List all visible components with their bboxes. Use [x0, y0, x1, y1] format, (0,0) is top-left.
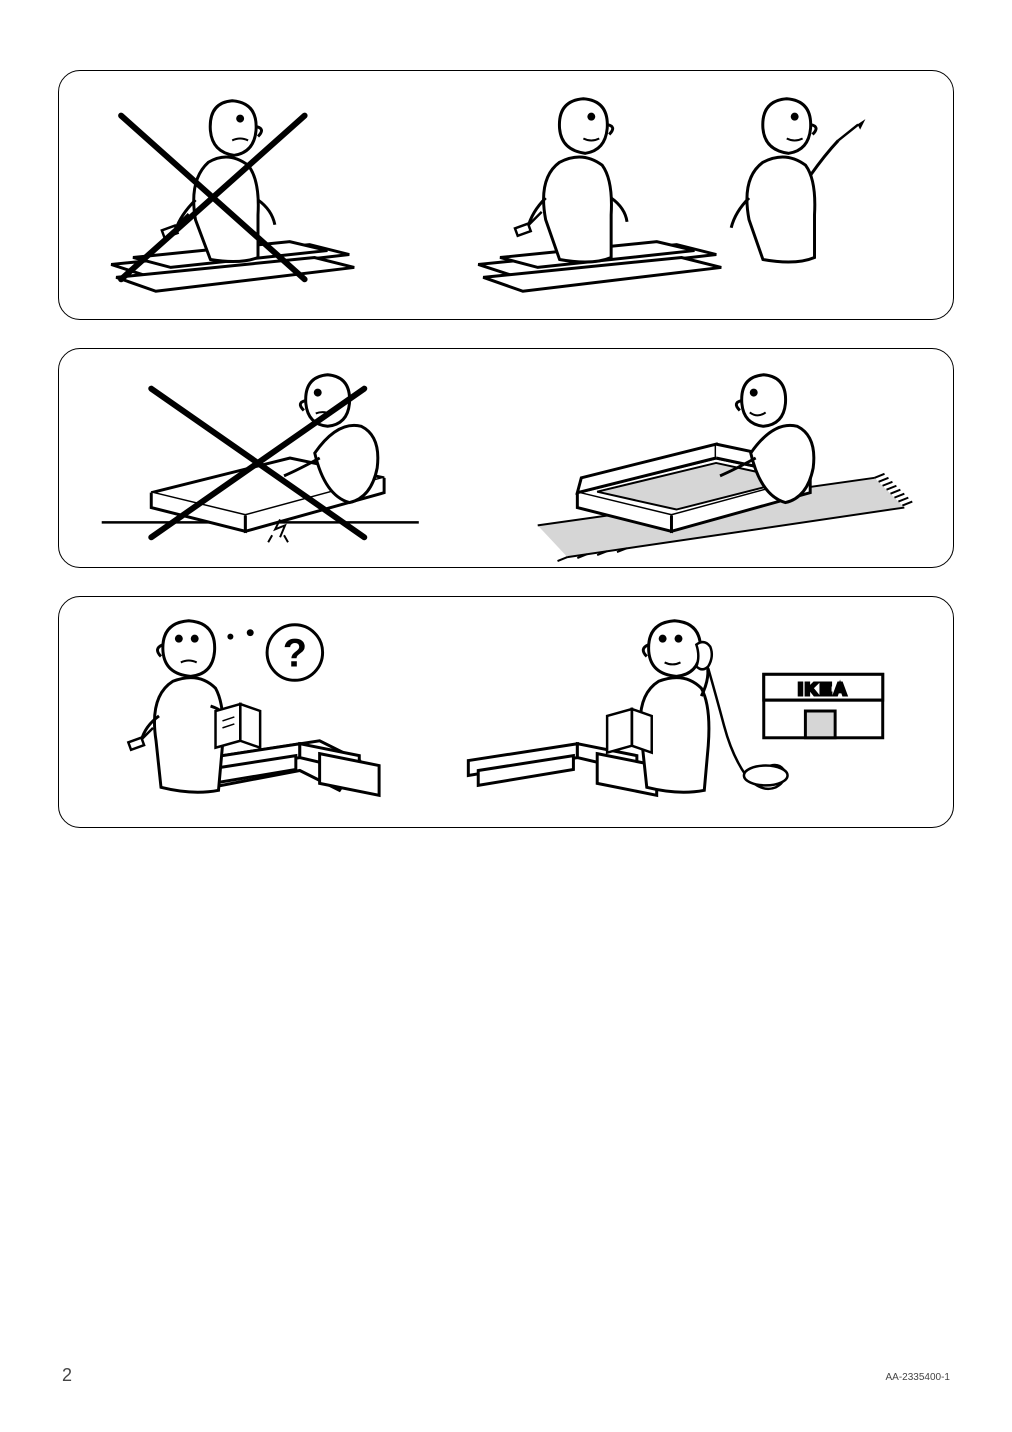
panel-floor-protection	[58, 348, 954, 568]
on-rug-scene	[538, 375, 913, 561]
single-person-scene	[111, 101, 354, 291]
panel-call-ikea: ?	[58, 596, 954, 828]
call-ikea-scene: IKEA	[468, 621, 882, 795]
ikea-label: IKEA	[798, 679, 849, 699]
question-mark: ?	[283, 631, 307, 675]
panel-two-people	[58, 70, 954, 320]
ikea-store-icon: IKEA	[764, 674, 883, 737]
two-people-scene	[478, 99, 864, 291]
page-number: 2	[62, 1365, 72, 1386]
confused-person-scene: ?	[128, 621, 379, 795]
hard-floor-scene	[102, 375, 419, 542]
document-code: AA-2335400-1	[886, 1372, 951, 1383]
